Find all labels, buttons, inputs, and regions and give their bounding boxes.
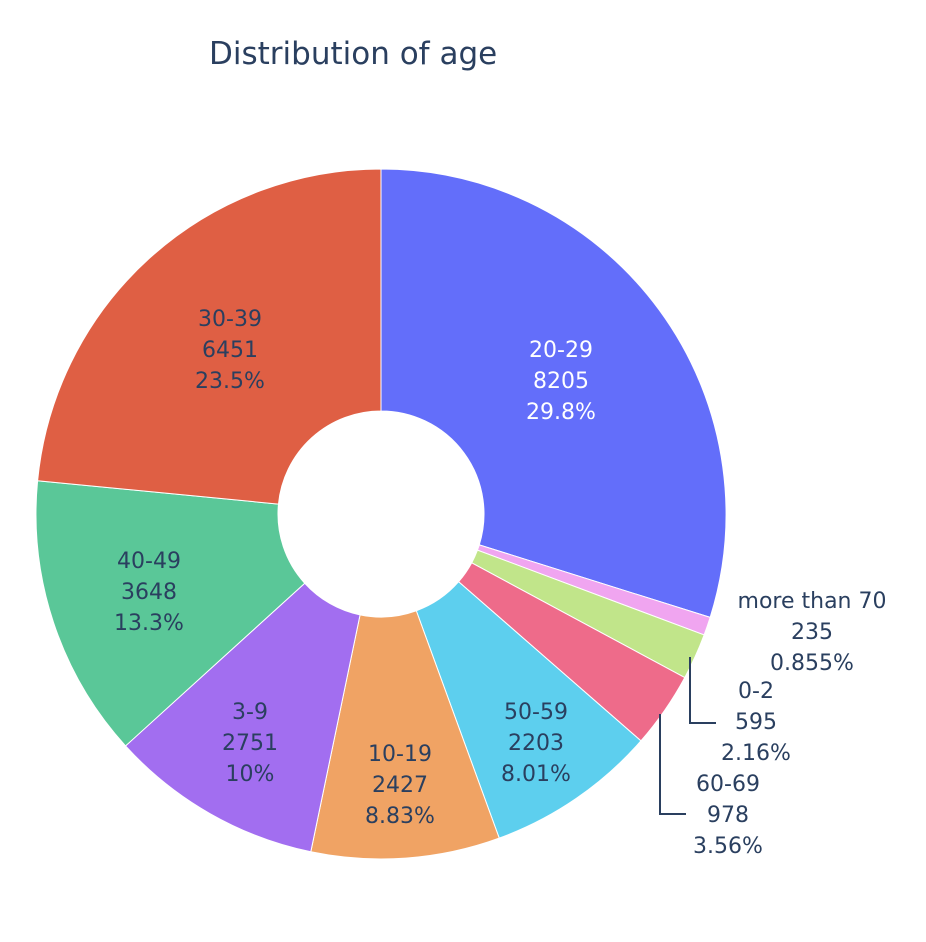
slice-value-0-2: 595 (735, 710, 777, 735)
slice-value-more-than-70: 235 (791, 620, 833, 645)
slice-label-more-than-70: more than 70 (738, 589, 887, 614)
leader-line-60-69 (659, 714, 686, 815)
pie-slices (35, 168, 727, 860)
slice-label-20-29: 20-29 8205 29.8% (526, 338, 596, 425)
slice-percent-10-19: 8.83% (365, 804, 435, 829)
slice-label-40-49: 40-49 3648 13.3% (114, 549, 184, 636)
slice-value-40-49: 3648 (121, 580, 177, 605)
slice-label-50-59: 50-59 (504, 700, 568, 725)
slice-labels: 20-29 8205 29.8% more than 70 235 0.855% 0-2 59… (114, 307, 886, 859)
slice-label-20-29: 20-29 (529, 338, 593, 363)
leader-line-0-2 (689, 657, 716, 724)
slice-percent-60-69: 3.56% (693, 834, 763, 859)
chart-title: Distribution of age (209, 36, 498, 72)
slice-percent-3-9: 10% (226, 762, 275, 787)
slice-label-60-69: 60-69 978 3.56% (693, 772, 763, 859)
slice-label-40-49: 40-49 (117, 549, 181, 574)
slice-value-60-69: 978 (707, 803, 749, 828)
slice-value-50-59: 2203 (508, 731, 564, 756)
slice-label-10-19: 10-19 2427 8.83% (365, 742, 435, 829)
slice-label-50-59: 50-59 2203 8.01% (501, 700, 571, 787)
slice-percent-20-29: 29.8% (526, 400, 596, 425)
slice-value-20-29: 8205 (533, 369, 589, 394)
slice-value-3-9: 2751 (222, 731, 278, 756)
pie-slice-20-29[interactable] (380, 168, 727, 619)
pie-slice-3-9[interactable] (124, 582, 361, 853)
slice-label-60-69: 60-69 (696, 772, 760, 797)
slice-percent-30-39: 23.5% (195, 369, 265, 394)
slice-percent-more-than-70: 0.855% (770, 651, 854, 676)
pie-slice-40-49[interactable] (35, 480, 306, 747)
slice-percent-40-49: 13.3% (114, 611, 184, 636)
slice-label-30-39: 30-39 (198, 307, 262, 332)
pie-slice-30-39[interactable] (37, 168, 382, 505)
slice-label-30-39: 30-39 6451 23.5% (195, 307, 265, 394)
leader-lines (659, 657, 716, 815)
slice-label-3-9: 3-9 (232, 700, 268, 725)
pie-slice-10-19[interactable] (310, 610, 500, 860)
slice-percent-50-59: 8.01% (501, 762, 571, 787)
slice-value-10-19: 2427 (372, 773, 428, 798)
slice-label-more-than-70: more than 70 235 0.855% (738, 589, 887, 676)
slice-value-30-39: 6451 (202, 338, 258, 363)
slice-percent-0-2: 2.16% (721, 741, 791, 766)
slice-label-0-2: 0-2 (738, 679, 774, 704)
slice-label-3-9: 3-9 2751 10% (222, 700, 278, 787)
slice-label-0-2: 0-2 595 2.16% (721, 679, 791, 766)
slice-label-10-19: 10-19 (368, 742, 432, 767)
pie-slice-50-59[interactable] (415, 581, 642, 839)
